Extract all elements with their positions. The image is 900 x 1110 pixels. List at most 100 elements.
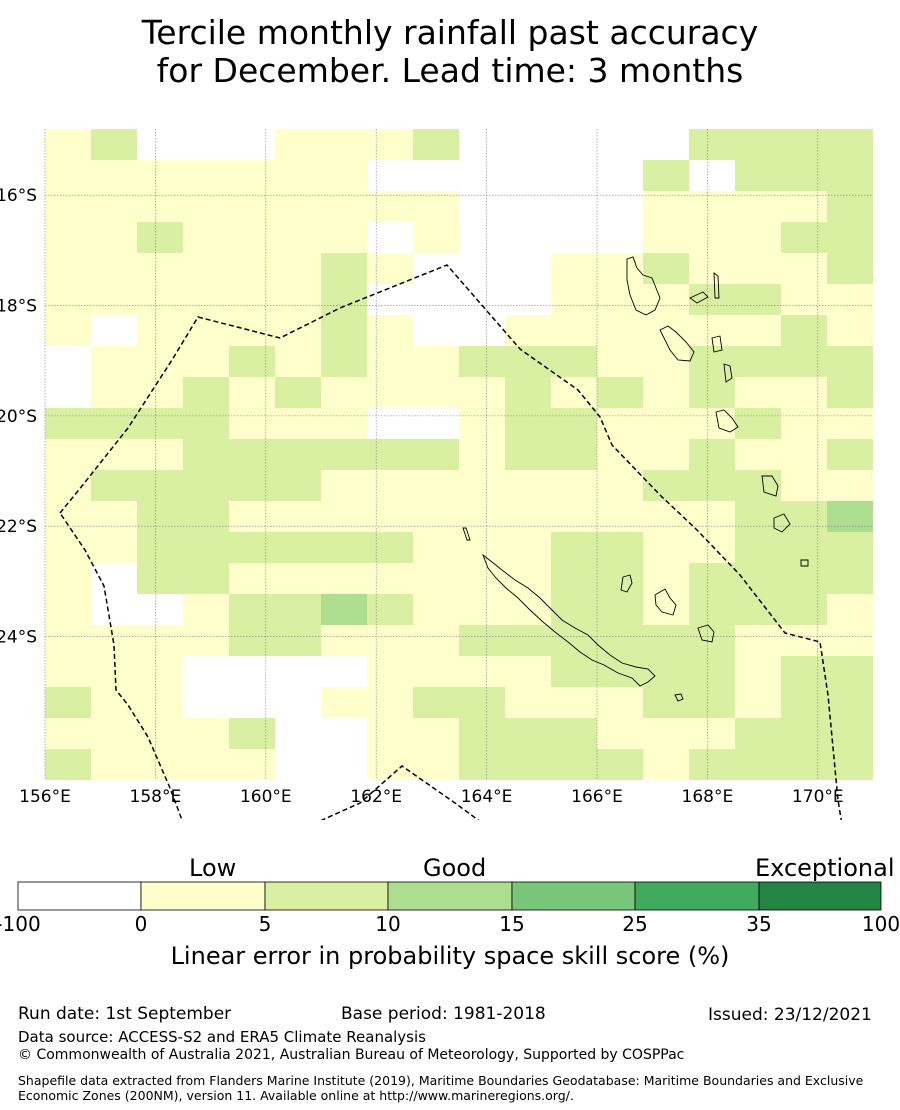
longitude-label: 158°E: [130, 787, 182, 807]
grid-cell: [367, 718, 414, 750]
grid-cell: [91, 656, 138, 688]
longitude-label: 162°E: [350, 787, 402, 807]
grid-cell: [229, 532, 276, 564]
grid-cell: [689, 191, 736, 223]
grid-cell: [459, 625, 506, 657]
grid-cell: [597, 501, 644, 533]
grid-cell: [643, 501, 690, 533]
grid-cell: [91, 439, 138, 471]
isle-of-pines-coast: [674, 693, 684, 702]
grid-cell: [321, 222, 368, 254]
grid-cell: [459, 129, 506, 161]
grid-cell: [45, 501, 92, 533]
grid-cell: [137, 315, 184, 347]
grid-cell: [735, 315, 782, 347]
grid-cell: [735, 346, 782, 378]
grid-cell: [689, 687, 736, 719]
grid-cell: [505, 222, 552, 254]
grid-cell: [781, 253, 828, 285]
grid-cell: [689, 470, 736, 502]
grid-cell: [827, 315, 873, 347]
grid-cell: [367, 594, 414, 626]
grid-cell: [735, 718, 782, 750]
grid-cell: [275, 160, 322, 192]
grid-cell: [413, 284, 460, 316]
grid-cell: [413, 749, 460, 780]
grid-cell: [183, 346, 230, 378]
grid-cell: [229, 439, 276, 471]
grid-cell: [229, 625, 276, 657]
grid-cell: [367, 501, 414, 533]
grid-cell: [275, 656, 322, 688]
grid-cell: [321, 687, 368, 719]
grid-cell: [367, 346, 414, 378]
grid-cell: [367, 377, 414, 409]
grid-cell: [459, 377, 506, 409]
grid-cell: [413, 656, 460, 688]
colorbar-tick: -100: [0, 912, 41, 936]
grid-cell: [597, 253, 644, 285]
grid-cell: [229, 377, 276, 409]
grid-cell: [505, 284, 552, 316]
colorbar-swatch: [140, 881, 266, 911]
grid-cell: [91, 315, 138, 347]
grid-cell: [459, 594, 506, 626]
grid-cell: [275, 439, 322, 471]
grid-cell: [643, 532, 690, 564]
grid-cell: [45, 718, 92, 750]
grid-cell: [781, 532, 828, 564]
latitude-tick-labels: 16°S 18°S 20°S 22°S 24°S: [0, 186, 37, 647]
grid-cell: [275, 718, 322, 750]
grid-cell: [183, 439, 230, 471]
grid-cell: [459, 346, 506, 378]
category-exceptional: Exceptional: [755, 854, 895, 882]
grid-cell: [735, 439, 782, 471]
grid-cell: [643, 687, 690, 719]
grid-cell: [45, 253, 92, 285]
grid-cell: [137, 346, 184, 378]
grid-cell: [827, 253, 873, 285]
grid-cell: [781, 284, 828, 316]
grid-cell: [459, 222, 506, 254]
grid-cell: [229, 253, 276, 285]
grid-cell: [367, 253, 414, 285]
grid-cell: [137, 129, 184, 161]
grid-cell: [597, 377, 644, 409]
colorbar-swatch: [387, 881, 513, 911]
grid-cell: [413, 718, 460, 750]
grid-cell: [91, 284, 138, 316]
grid-cell: [45, 439, 92, 471]
grid-cell: [827, 160, 873, 192]
grid-cell: [781, 129, 828, 161]
grid-cell: [827, 129, 873, 161]
grid-cell: [321, 718, 368, 750]
grid-cell: [183, 687, 230, 719]
grid-cell: [91, 408, 138, 440]
grid-cell: [505, 656, 552, 688]
grid-cell: [321, 253, 368, 285]
grid-cell: [275, 563, 322, 595]
vanuatu-coast-3: [713, 272, 720, 299]
vanuatu-coast-8: [761, 475, 779, 497]
longitude-label: 168°E: [682, 787, 734, 807]
grid-cell: [367, 687, 414, 719]
grid-cell: [597, 749, 644, 780]
grid-cell: [137, 563, 184, 595]
grid-cell: [689, 749, 736, 780]
grid-cell: [275, 532, 322, 564]
grid-cell: [459, 408, 506, 440]
grid-cell: [551, 563, 598, 595]
grid-cell: [551, 439, 598, 471]
grid-cell: [459, 656, 506, 688]
grid-cell: [91, 563, 138, 595]
grid-cell: [367, 625, 414, 657]
grid-cell: [137, 501, 184, 533]
grid-cell: [827, 501, 873, 533]
grid-cell: [183, 594, 230, 626]
grid-cell: [551, 315, 598, 347]
grid-cell: [735, 129, 782, 161]
grid-cell: [413, 408, 460, 440]
colorbar-swatch: [634, 881, 760, 911]
grid-cell: [183, 284, 230, 316]
grid-cell: [45, 656, 92, 688]
